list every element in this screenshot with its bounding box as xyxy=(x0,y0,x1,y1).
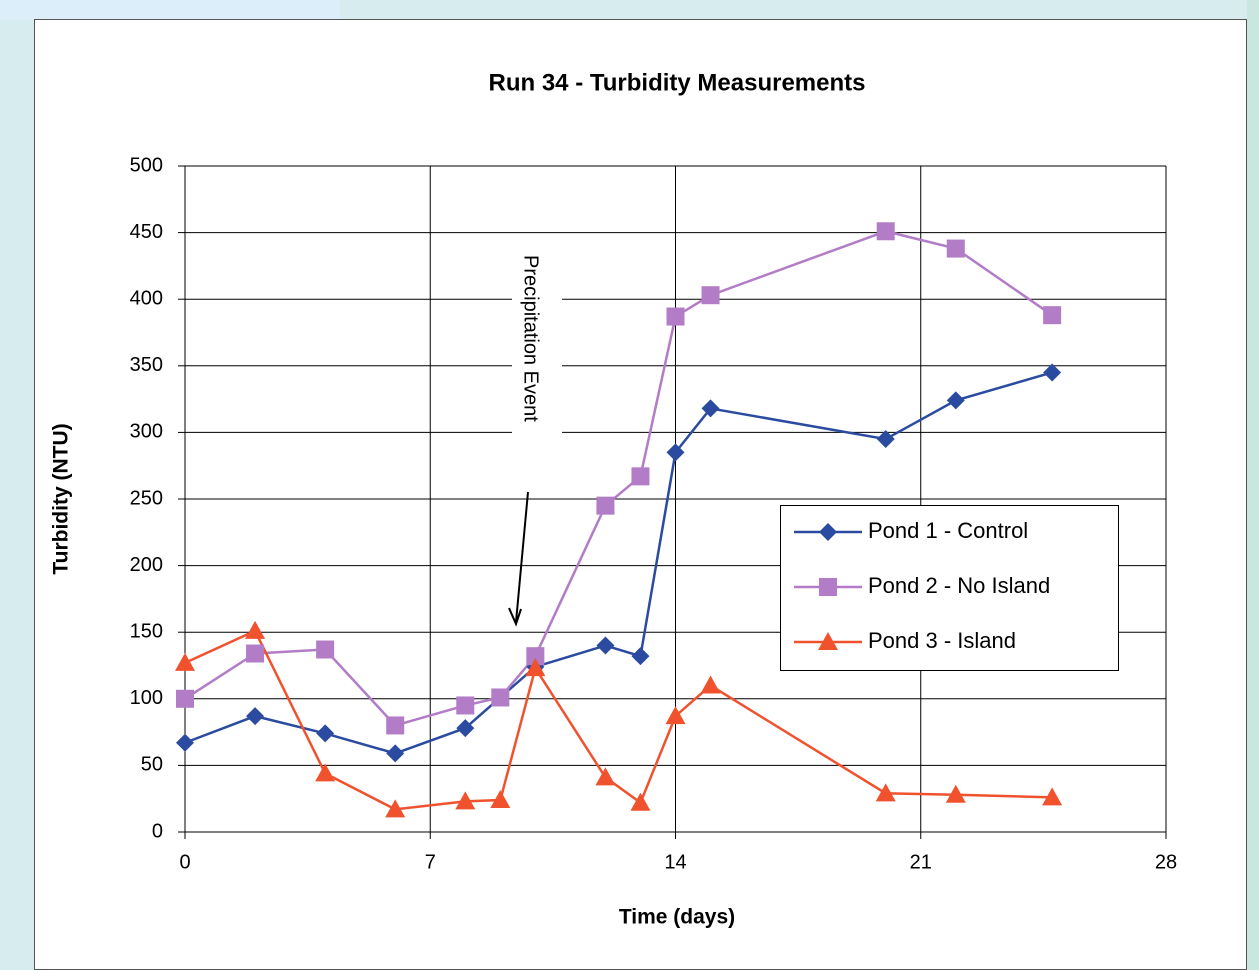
series-line xyxy=(184,629,1053,811)
series-line xyxy=(184,371,1053,755)
legend: Pond 1 - Control Pond 2 - No Island Pond 3… xyxy=(780,505,1119,671)
data-point xyxy=(385,799,406,818)
data-point xyxy=(176,689,194,708)
y-tick-label: 150 xyxy=(130,620,163,642)
legend-marker xyxy=(818,632,838,650)
data-point xyxy=(1043,306,1062,325)
data-point xyxy=(525,658,546,677)
data-point xyxy=(526,647,545,666)
data-point xyxy=(946,391,965,410)
legend-label: Pond 1 - Control xyxy=(868,518,1028,543)
y-tick-label: 250 xyxy=(130,487,163,509)
data-point xyxy=(666,307,685,326)
legend-marker xyxy=(819,523,837,541)
data-point xyxy=(876,430,895,449)
y-tick-label: 450 xyxy=(130,221,163,243)
x-tick-label: 28 xyxy=(1155,851,1177,873)
data-point xyxy=(176,733,194,752)
legend-marker xyxy=(819,578,837,596)
data-point xyxy=(456,696,475,715)
data-point xyxy=(1043,363,1062,382)
background-edge xyxy=(1247,0,1259,970)
x-tick-label: 7 xyxy=(425,851,436,873)
data-point xyxy=(386,716,405,735)
annotation-background xyxy=(512,250,562,495)
background-strip xyxy=(0,0,340,20)
annotation-arrowhead xyxy=(508,607,522,627)
data-point xyxy=(1042,787,1063,806)
y-tick-label: 100 xyxy=(130,687,163,709)
data-point xyxy=(596,636,615,655)
data-point xyxy=(701,399,720,418)
data-point xyxy=(701,286,720,305)
y-tick-label: 50 xyxy=(141,754,163,776)
data-point xyxy=(315,763,336,782)
data-point xyxy=(316,640,335,659)
y-axis-label: Turbidity (NTU) xyxy=(50,423,73,574)
series-lines xyxy=(184,229,1053,811)
legend-label: Pond 3 - Island xyxy=(868,628,1016,653)
annotation-arrow xyxy=(515,491,529,623)
y-tick-label: 400 xyxy=(130,287,163,309)
data-point xyxy=(456,719,475,738)
legend-label: Pond 2 - No Island xyxy=(868,573,1050,598)
data-point xyxy=(245,620,266,639)
data-point xyxy=(595,767,616,786)
data-point xyxy=(875,783,896,802)
data-point xyxy=(246,644,265,663)
y-tick-label: 300 xyxy=(130,421,163,443)
chart-frame xyxy=(34,19,1247,970)
data-point xyxy=(631,467,650,486)
data-point xyxy=(386,744,405,763)
data-point xyxy=(665,706,686,725)
data-point xyxy=(876,222,895,241)
data-point xyxy=(630,792,651,811)
y-tick-label: 350 xyxy=(130,354,163,376)
data-point xyxy=(945,784,966,803)
data-point xyxy=(666,443,685,462)
data-point xyxy=(631,647,650,666)
annotation-text: Precipitation Event xyxy=(520,255,542,422)
series-line xyxy=(184,229,1053,727)
data-point xyxy=(455,791,476,810)
y-tick-label: 500 xyxy=(130,154,163,176)
chart-title: Run 34 - Turbidity Measurements xyxy=(489,69,866,96)
x-tick-label: 21 xyxy=(910,851,932,873)
series-points xyxy=(175,222,1063,818)
data-point xyxy=(246,707,265,726)
data-point xyxy=(175,652,195,671)
data-point xyxy=(490,790,511,809)
x-axis-label: Time (days) xyxy=(619,906,735,929)
annotation: Precipitation Event xyxy=(508,250,562,627)
data-point xyxy=(491,688,510,707)
data-point xyxy=(946,239,965,258)
data-point xyxy=(596,496,615,515)
data-point xyxy=(316,724,335,743)
y-tick-label: 200 xyxy=(130,554,163,576)
x-tick-label: 14 xyxy=(664,851,686,873)
data-point xyxy=(700,675,721,694)
y-tick-label: 0 xyxy=(152,820,163,842)
x-tick-label: 0 xyxy=(179,851,190,873)
